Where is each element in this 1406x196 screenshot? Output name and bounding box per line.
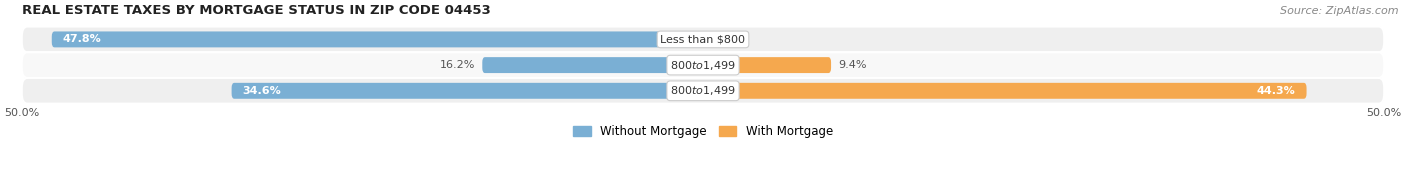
FancyBboxPatch shape bbox=[703, 83, 1306, 99]
Legend: Without Mortgage, With Mortgage: Without Mortgage, With Mortgage bbox=[568, 120, 838, 143]
Text: $800 to $1,499: $800 to $1,499 bbox=[671, 84, 735, 97]
Text: 0.0%: 0.0% bbox=[714, 34, 742, 44]
Text: 44.3%: 44.3% bbox=[1257, 86, 1296, 96]
FancyBboxPatch shape bbox=[52, 31, 703, 47]
FancyBboxPatch shape bbox=[482, 57, 703, 73]
Text: 47.8%: 47.8% bbox=[63, 34, 101, 44]
Text: Less than $800: Less than $800 bbox=[661, 34, 745, 44]
FancyBboxPatch shape bbox=[21, 52, 1385, 78]
Text: 9.4%: 9.4% bbox=[838, 60, 866, 70]
Text: 16.2%: 16.2% bbox=[440, 60, 475, 70]
Text: 34.6%: 34.6% bbox=[242, 86, 281, 96]
FancyBboxPatch shape bbox=[703, 57, 831, 73]
Text: REAL ESTATE TAXES BY MORTGAGE STATUS IN ZIP CODE 04453: REAL ESTATE TAXES BY MORTGAGE STATUS IN … bbox=[21, 4, 491, 17]
Text: $800 to $1,499: $800 to $1,499 bbox=[671, 59, 735, 72]
Text: Source: ZipAtlas.com: Source: ZipAtlas.com bbox=[1281, 6, 1399, 16]
FancyBboxPatch shape bbox=[232, 83, 703, 99]
FancyBboxPatch shape bbox=[21, 78, 1385, 104]
FancyBboxPatch shape bbox=[21, 27, 1385, 52]
